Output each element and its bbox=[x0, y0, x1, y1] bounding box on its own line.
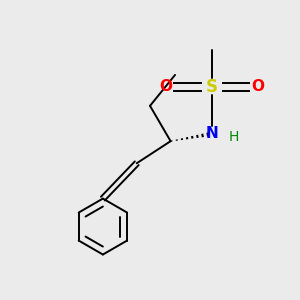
Text: O: O bbox=[160, 79, 173, 94]
Text: N: N bbox=[206, 126, 218, 141]
Text: O: O bbox=[251, 79, 264, 94]
Text: S: S bbox=[206, 78, 218, 96]
Text: H: H bbox=[229, 130, 239, 144]
